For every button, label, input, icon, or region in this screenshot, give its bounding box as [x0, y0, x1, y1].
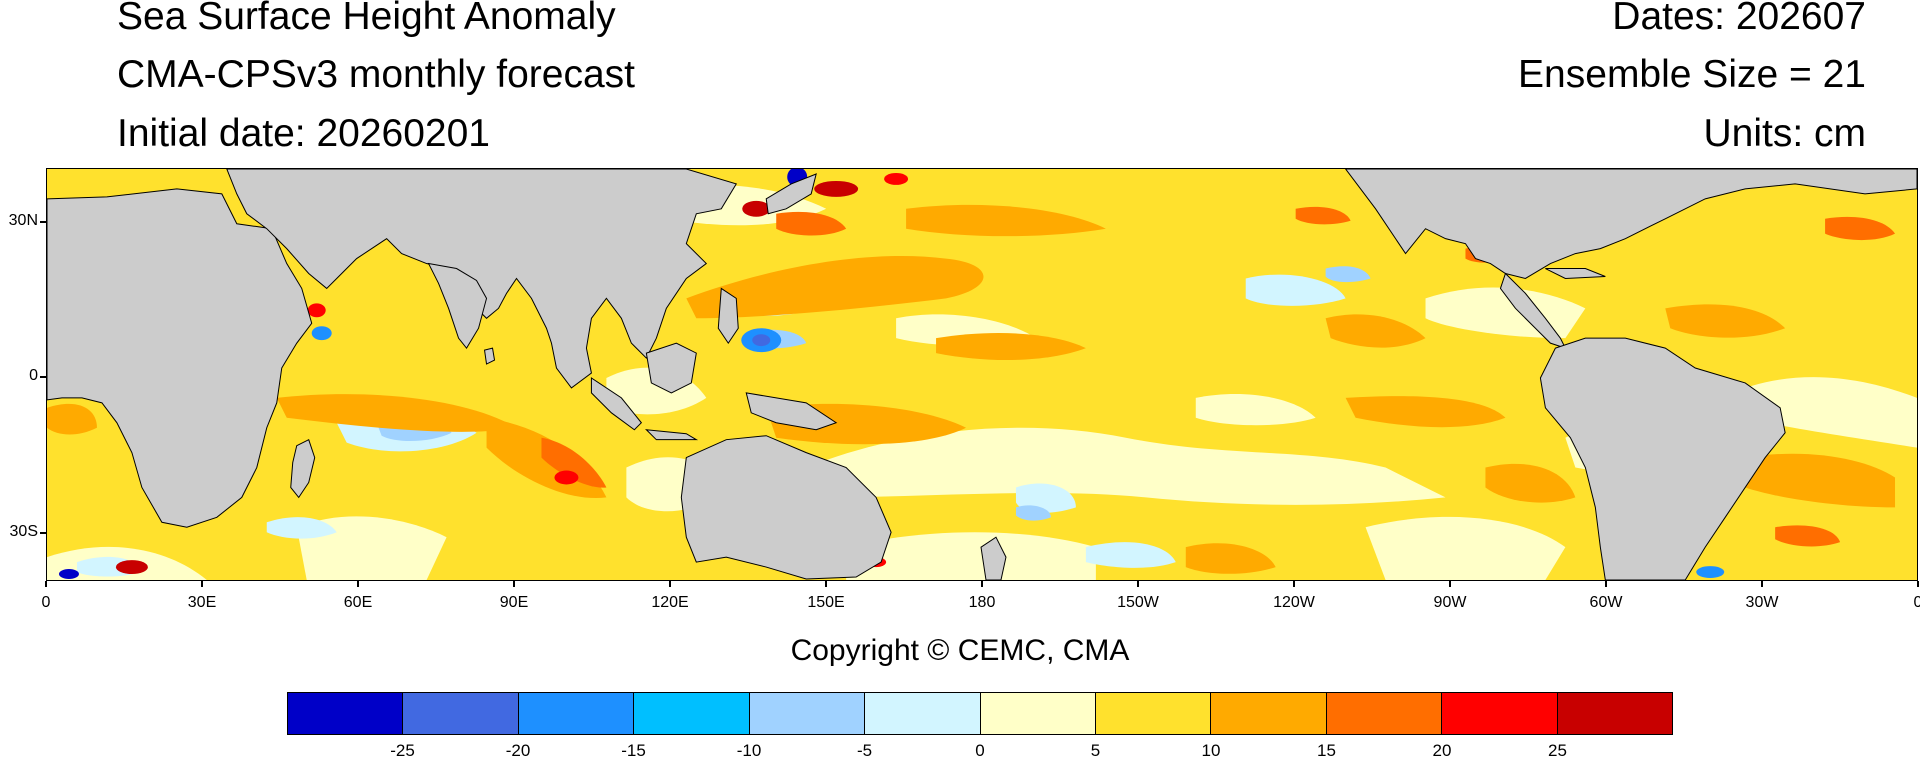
colorbar — [287, 692, 1673, 735]
colorbar-label-9: 20 — [1432, 741, 1452, 760]
lon-label-1: 30E — [187, 594, 217, 611]
lon-tick-12 — [1917, 581, 1919, 587]
lon-tick-10 — [1605, 581, 1607, 587]
colorbar-swatch-9 — [1326, 693, 1443, 734]
lon-label-6: 180 — [968, 594, 996, 611]
lon-tick-11 — [1761, 581, 1763, 587]
lon-tick-4 — [669, 581, 671, 587]
lat-label-30n: 30N — [8, 212, 38, 229]
forecast-dates: Dates: 202607 — [1612, 0, 1866, 38]
lon-tick-8 — [1293, 581, 1295, 587]
colorbar-label-2: -15 — [621, 741, 646, 760]
colorbar-swatch-8 — [1211, 693, 1327, 734]
lat-label-30s: 30S — [9, 523, 38, 540]
lon-tick-6 — [981, 581, 983, 587]
colorbar-swatch-4 — [749, 693, 866, 734]
lon-tick-5 — [825, 581, 827, 587]
colorbar-label-5: 0 — [975, 741, 985, 760]
colorbar-label-6: 5 — [1090, 741, 1101, 760]
colorbar-label-3: -10 — [736, 741, 762, 760]
lon-tick-1 — [201, 581, 203, 587]
lon-label-11: 30W — [1745, 594, 1779, 611]
lon-label-3: 90E — [499, 594, 529, 611]
colorbar-label-1: -20 — [505, 741, 531, 760]
colorbar-swatch-7 — [1095, 693, 1212, 734]
lon-label-2: 60E — [343, 594, 373, 611]
anomaly-10-15-regions — [47, 204, 1896, 574]
lon-label-12: 0 — [1913, 594, 1920, 611]
lon-tick-3 — [513, 581, 515, 587]
lat-tick-30n — [40, 221, 46, 223]
units-label: Units: cm — [1703, 112, 1866, 155]
lon-label-10: 60W — [1589, 594, 1623, 611]
colorbar-swatch-3 — [634, 693, 750, 734]
lon-label-0: 0 — [41, 594, 51, 611]
lat-tick-0 — [40, 376, 46, 378]
colorbar-label-8: 15 — [1317, 741, 1336, 760]
lon-tick-2 — [357, 581, 359, 587]
lon-label-7: 150W — [1117, 594, 1159, 611]
map-title: Sea Surface Height Anomaly — [117, 0, 616, 38]
lon-label-4: 120E — [651, 594, 689, 611]
copyright-text: Copyright © CEMC, CMA — [790, 634, 1130, 667]
land-masses — [47, 169, 1917, 580]
lon-tick-7 — [1137, 581, 1139, 587]
map-subtitle: CMA-CPSv3 monthly forecast — [117, 53, 635, 96]
lat-tick-30s — [40, 532, 46, 534]
colorbar-label-10: 25 — [1548, 741, 1567, 760]
lon-label-8: 120W — [1273, 594, 1315, 611]
ssh-anomaly-map — [47, 169, 1917, 580]
colorbar-label-7: 10 — [1201, 741, 1221, 760]
lon-label-9: 90W — [1433, 594, 1467, 611]
lon-label-5: 150E — [807, 594, 845, 611]
lat-label-0: 0 — [29, 367, 38, 384]
colorbar-swatch-10 — [1442, 693, 1558, 734]
colorbar-label-4: -5 — [856, 741, 873, 760]
colorbar-swatch-0 — [288, 693, 404, 734]
lon-tick-0 — [45, 581, 47, 587]
colorbar-swatch-6 — [980, 693, 1096, 734]
initial-date: Initial date: 20260201 — [117, 112, 490, 155]
colorbar-label-0: -25 — [390, 741, 415, 760]
colorbar-swatch-2 — [518, 693, 635, 734]
colorbar-swatch-5 — [865, 693, 981, 734]
lon-tick-9 — [1449, 581, 1451, 587]
map-panel — [46, 168, 1918, 581]
ensemble-size: Ensemble Size = 21 — [1518, 53, 1866, 96]
colorbar-swatch-1 — [403, 693, 519, 734]
colorbar-swatch-11 — [1557, 693, 1673, 734]
